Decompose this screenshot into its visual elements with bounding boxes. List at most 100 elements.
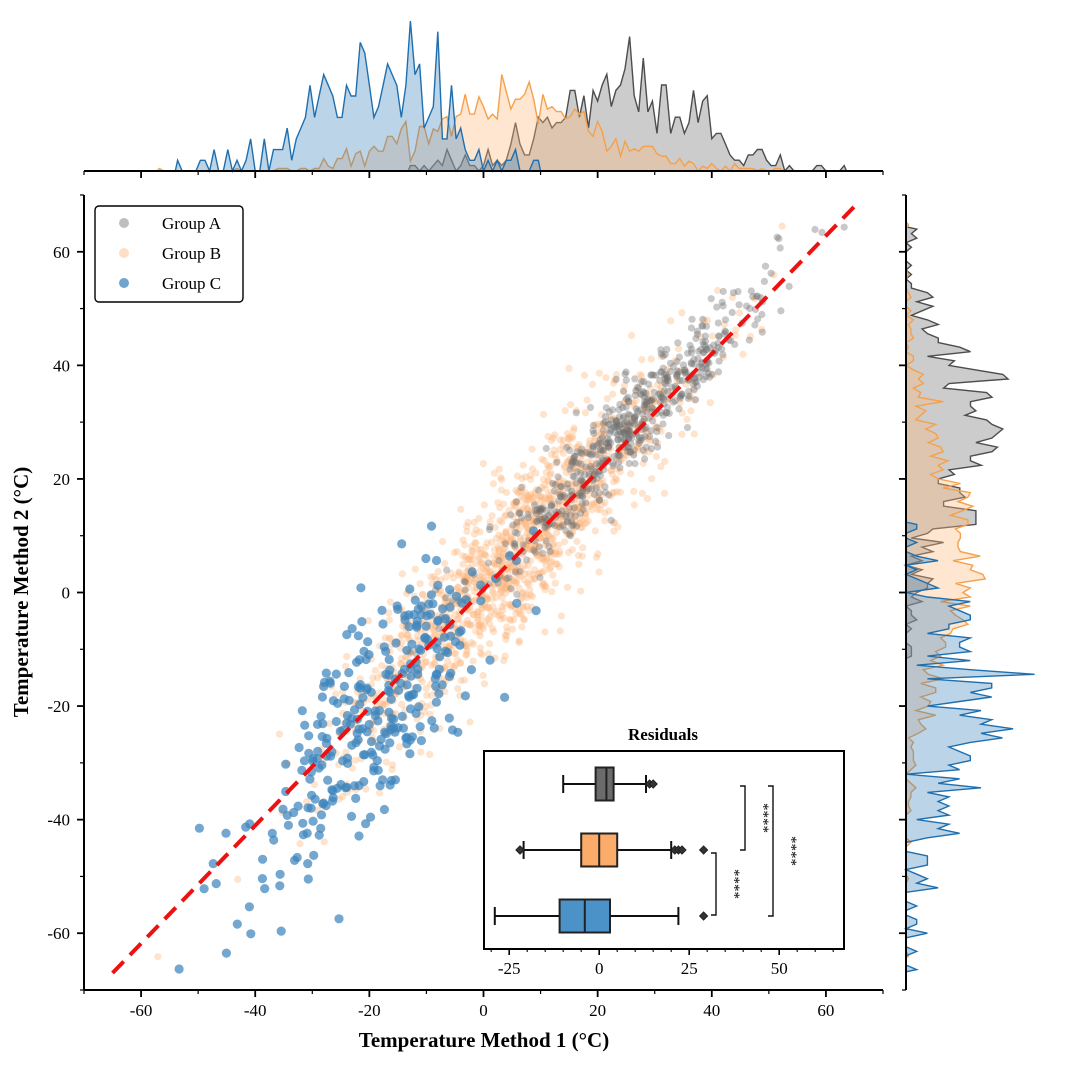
scatter-point-group-b [536, 515, 544, 523]
scatter-point-group-b [477, 612, 485, 620]
scatter-point-group-b [591, 490, 599, 498]
scatter-point-group-a [576, 476, 585, 484]
scatter-point-group-b [510, 502, 518, 510]
scatter-point-group-a [565, 530, 574, 538]
scatter-point-group-b [593, 428, 601, 436]
inset-x-tick-label: 0 [595, 959, 604, 978]
scatter-point-group-a [443, 566, 451, 574]
x-tick-label: 60 [817, 1001, 834, 1020]
scatter-point-group-b [578, 504, 586, 512]
scatter-point-group-b [465, 556, 473, 564]
scatter-point-group-b [509, 513, 517, 521]
scatter-point-group-b [537, 555, 545, 563]
scatter-point-group-c [292, 852, 302, 863]
scatter-point-group-b [516, 572, 525, 581]
scatter-point-group-a [625, 431, 633, 439]
scatter-point-group-a [691, 396, 700, 404]
scatter-point-group-b [600, 430, 608, 438]
scatter-point-group-a [675, 353, 684, 361]
scatter-point-group-b [580, 519, 588, 528]
scatter-point-group-a [578, 449, 586, 457]
x-tick-label: 0 [479, 1001, 488, 1020]
scatter-point-group-c [451, 591, 462, 601]
scatter-point-group-b [524, 507, 533, 515]
scatter-point-group-c [342, 630, 352, 640]
scatter-point-group-a [563, 517, 571, 525]
scatter-point-group-b [475, 622, 483, 630]
scatter-point-group-a [702, 322, 711, 330]
scatter-point-group-a [590, 490, 599, 498]
scatter-point-group-b [574, 503, 582, 511]
scatter-point-group-a [511, 540, 519, 549]
scatter-point-group-b [495, 531, 503, 539]
scatter-point-group-b [482, 603, 491, 611]
scatter-point-group-b [551, 503, 559, 511]
scatter-point-group-b [599, 421, 608, 429]
scatter-point-group-a [690, 386, 698, 394]
scatter-point-group-a [562, 510, 570, 518]
scatter-point-group-a [636, 390, 644, 398]
scatter-point-group-a [648, 396, 656, 404]
legend-marker-group-c [119, 278, 129, 288]
scatter-point-group-b [547, 550, 555, 559]
scatter-point-group-b [573, 463, 581, 471]
scatter-point-group-b [612, 371, 621, 379]
scatter-point-group-a [631, 375, 639, 383]
scatter-point-group-b [470, 577, 478, 586]
scatter-point-group-a [706, 373, 714, 381]
scatter-point-group-b [508, 567, 517, 575]
scatter-point-group-c [358, 693, 368, 703]
scatter-point-group-a [624, 419, 632, 427]
scatter-point-group-b [497, 474, 505, 482]
scatter-point-group-b [563, 508, 571, 516]
scatter-point-group-b [594, 420, 602, 428]
scatter-point-group-b [731, 331, 739, 339]
scatter-point-group-b [591, 468, 599, 476]
scatter-point-group-b [644, 392, 652, 400]
scatter-point-group-b [508, 575, 516, 583]
scatter-point-group-a [662, 409, 671, 417]
scatter-point-group-b [474, 614, 482, 622]
scatter-point-group-b [601, 509, 609, 517]
scatter-point-group-a [653, 428, 661, 436]
scatter-point-group-b [515, 508, 523, 516]
scatter-point-group-b [462, 553, 470, 561]
scatter-point-group-c [421, 553, 431, 564]
scatter-point-group-a [556, 490, 564, 498]
scatter-point-group-b [528, 465, 537, 473]
scatter-point-group-c [208, 859, 218, 869]
scatter-point-group-b [608, 471, 617, 479]
scatter-point-group-b [696, 333, 705, 341]
scatter-point-group-a [659, 411, 667, 419]
scatter-point-group-b [546, 462, 554, 470]
scatter-point-group-b [547, 564, 555, 572]
scatter-point-group-a [510, 542, 518, 550]
scatter-point-group-a [686, 341, 694, 349]
scatter-point-group-b [494, 553, 502, 561]
scatter-point-group-b [621, 422, 629, 430]
scatter-point-group-b [703, 316, 712, 324]
scatter-point-group-b [517, 518, 525, 526]
scatter-point-group-b [690, 430, 698, 438]
scatter-point-group-b [597, 430, 605, 438]
scatter-point-group-a [699, 338, 707, 346]
scatter-point-group-b [481, 618, 489, 626]
scatter-point-group-b [667, 317, 675, 325]
scatter-point-group-b [520, 616, 529, 624]
scatter-point-group-b [541, 557, 549, 565]
scatter-point-group-b [598, 440, 607, 448]
scatter-point-group-a [646, 433, 654, 441]
scatter-point-group-b [610, 488, 618, 496]
scatter-point-group-c [297, 706, 307, 716]
scatter-point-group-b [498, 594, 506, 602]
scatter-point-group-c [405, 749, 415, 759]
scatter-point-group-b [531, 489, 539, 497]
scatter-point-group-c [406, 704, 416, 714]
scatter-point-group-a [503, 575, 511, 583]
y-axis-title: Temperature Method 2 (°C) [9, 467, 33, 717]
scatter-point-group-a [632, 405, 640, 413]
scatter-point-group-c [357, 617, 367, 627]
scatter-point-group-c [328, 696, 338, 706]
scatter-point-group-a [602, 440, 610, 448]
